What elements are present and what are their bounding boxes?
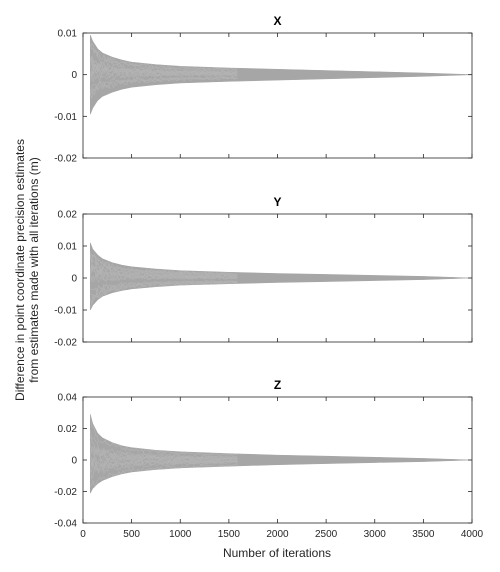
y-tick-label: -0.01 xyxy=(54,306,77,317)
y-tick-label: -0.02 xyxy=(54,154,77,165)
series-line xyxy=(89,252,238,276)
panel-title: X xyxy=(273,14,281,28)
series-line xyxy=(89,43,238,72)
series-line xyxy=(89,445,238,461)
y-tick-label: 0.02 xyxy=(58,424,78,435)
y-tick-label: 0.01 xyxy=(58,29,78,40)
y-tick-label: -0.02 xyxy=(54,487,77,498)
series-line xyxy=(89,42,238,71)
x-tick-label: 500 xyxy=(123,529,140,540)
y-axis-label-line-2: from estimates made with all iterations … xyxy=(27,157,41,382)
panel-title: Y xyxy=(273,195,281,209)
series-line xyxy=(90,463,238,488)
series-line xyxy=(89,430,238,459)
x-tick-label: 4000 xyxy=(461,529,484,540)
y-tick-label: -0.02 xyxy=(54,338,77,349)
series-line xyxy=(89,55,238,74)
panel-z: Z -0.04 -0.02 0 0.02 0.04 0 500 1000 1500 2000 2500… xyxy=(54,378,483,540)
series-line xyxy=(89,461,238,480)
series-line xyxy=(89,77,238,99)
panel-title: Z xyxy=(274,378,281,392)
series-envelope xyxy=(89,34,473,115)
series-line xyxy=(89,72,238,83)
series-line xyxy=(90,64,238,76)
x-tick-label: 3500 xyxy=(412,529,435,540)
y-tick-label: 0.02 xyxy=(58,210,78,221)
y-tick-label: 0.01 xyxy=(58,242,78,253)
series-line xyxy=(90,460,238,472)
x-tick-label: 0 xyxy=(80,529,86,540)
series-line xyxy=(89,280,238,304)
y-tick-label: 0 xyxy=(71,70,77,81)
panel-x: X -0.02 -0.01 0 0.01 xyxy=(54,14,473,165)
series-line xyxy=(89,70,238,80)
series-line xyxy=(89,76,238,95)
series-line xyxy=(89,414,238,456)
x-tick-label: 3000 xyxy=(364,529,387,540)
series-line xyxy=(90,266,238,278)
series-line xyxy=(90,253,238,275)
y-tick-label: 0 xyxy=(71,274,77,285)
y-tick-label: -0.01 xyxy=(54,112,77,123)
x-axis-label: Number of iterations xyxy=(223,546,331,560)
panel-y: Y -0.02 -0.01 0 0.01 0.02 xyxy=(54,195,473,349)
series-line xyxy=(89,457,238,469)
series-envelope xyxy=(89,242,473,311)
x-tick-label: 1500 xyxy=(218,529,241,540)
y-tick-label: 0 xyxy=(71,456,77,467)
x-tick-label: 1000 xyxy=(169,529,192,540)
y-tick-label: -0.04 xyxy=(54,519,77,530)
x-tick-label: 2000 xyxy=(266,529,289,540)
panels: X -0.02 -0.01 0 0.01 Y -0.02 -0.01 0 0.01 0.02 Z -0.… xyxy=(54,14,483,540)
x-tick-label: 2500 xyxy=(315,529,338,540)
series-line xyxy=(89,255,238,275)
y-axis-label: Difference in point coordinate precision… xyxy=(13,139,41,401)
y-tick-label: 0.04 xyxy=(58,393,78,404)
y-axis-label-line-1: Difference in point coordinate precision… xyxy=(13,139,27,401)
